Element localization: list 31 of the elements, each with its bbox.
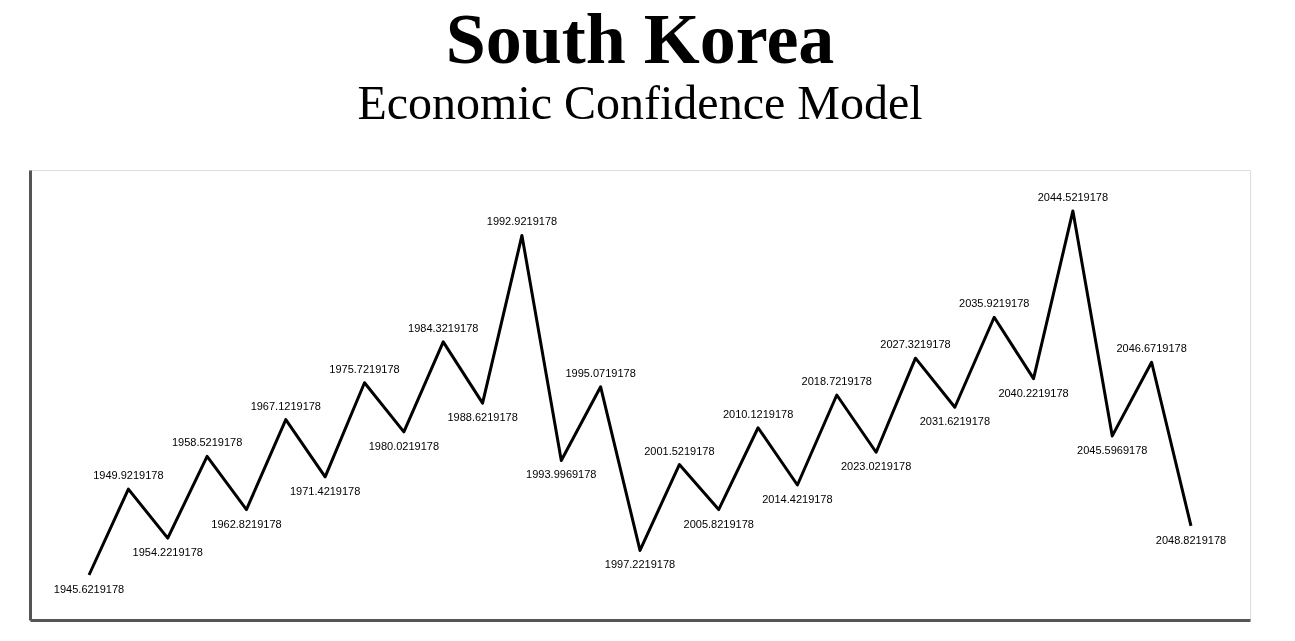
annotation: 2027.3219178 bbox=[880, 338, 951, 351]
annotation: 2045.5969178 bbox=[1077, 443, 1148, 456]
annotation: 1993.9969178 bbox=[526, 468, 597, 481]
annotation: 2031.6219178 bbox=[919, 415, 991, 428]
annotation: 2040.2219178 bbox=[998, 386, 1069, 399]
annotation: 1945.6219178 bbox=[53, 583, 125, 595]
annotation: 2010.1219178 bbox=[722, 407, 794, 420]
annotation: 1975.7219178 bbox=[329, 362, 400, 375]
annotation: 1949.9219178 bbox=[93, 469, 164, 482]
annotation: 2018.7219178 bbox=[801, 375, 872, 387]
annotation: 1971.4219178 bbox=[289, 484, 361, 497]
annotation: 1962.8219178 bbox=[211, 517, 282, 530]
annotation: 1984.3219178 bbox=[408, 321, 479, 334]
chart-subtitle: Economic Confidence Model bbox=[357, 76, 923, 129]
annotation: 1995.0719178 bbox=[565, 366, 636, 379]
annotation: 1954.2219178 bbox=[132, 546, 203, 559]
annotation: 2035.9219178 bbox=[959, 297, 1030, 310]
annotation: 1988.6219178 bbox=[447, 411, 518, 424]
annotation: 2001.5219178 bbox=[644, 444, 715, 457]
annotation: 2014.4219178 bbox=[762, 493, 833, 505]
annotation: 2046.6719178 bbox=[1116, 342, 1187, 355]
annotation: 2023.0219178 bbox=[840, 460, 912, 473]
annotation: 2048.8219178 bbox=[1155, 533, 1227, 546]
annotation: 1967.1219178 bbox=[250, 399, 321, 412]
annotation: 1997.2219178 bbox=[604, 558, 676, 571]
annotation: 2005.8219178 bbox=[683, 517, 754, 530]
text: 2044.5219178 bbox=[1037, 190, 1109, 203]
chart-title: South Korea bbox=[445, 0, 835, 79]
annotation: 1992.9219178 bbox=[486, 215, 558, 228]
annotation: 1980.0219178 bbox=[368, 439, 440, 452]
annotation: 1958.5219178 bbox=[171, 436, 243, 449]
